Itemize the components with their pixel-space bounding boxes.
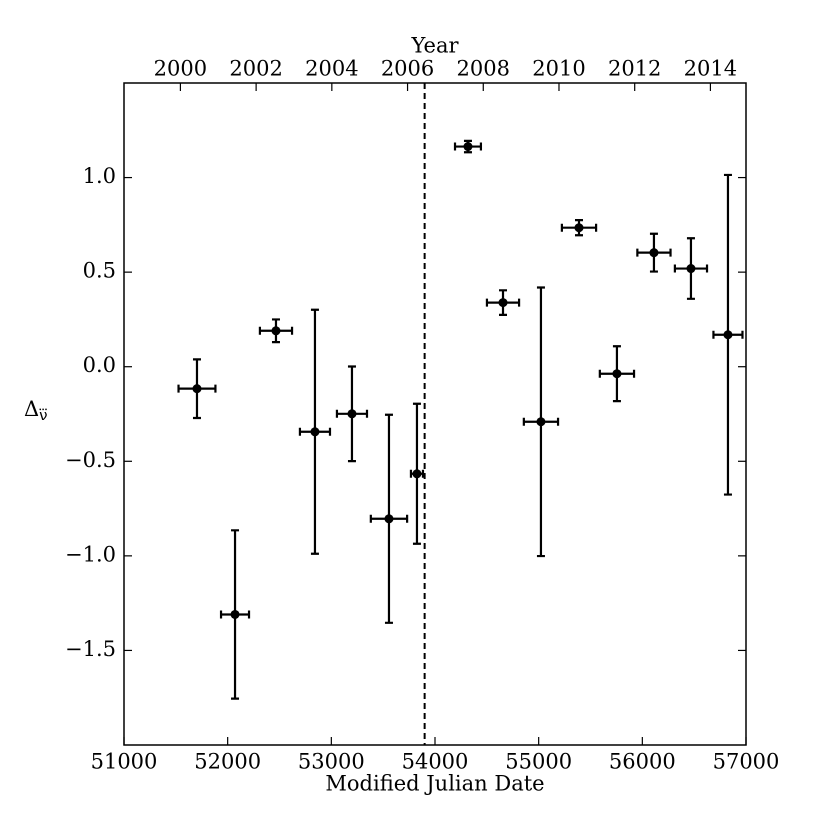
x-axis-label: Modified Julian Date [325, 772, 544, 796]
x-tick-label: 52000 [194, 750, 261, 774]
data-point [192, 384, 202, 394]
y-tick-label: 1.0 [83, 164, 116, 188]
data-point [310, 427, 320, 437]
y-axis-label: Δν⃛ [24, 397, 48, 425]
y-tick-label: 0.5 [83, 259, 116, 283]
data-point [536, 417, 546, 427]
data-point [271, 326, 281, 336]
x-tick-label: 51000 [91, 750, 158, 774]
x2-tick-label: 2000 [154, 57, 207, 81]
x-tick-label: 56000 [609, 750, 676, 774]
data-point [498, 298, 508, 308]
x2-tick-label: 2012 [608, 57, 661, 81]
data-point [686, 264, 696, 274]
data-point [612, 369, 622, 379]
data-point [230, 609, 240, 619]
data-point [384, 514, 394, 524]
y-tick-label: −1.5 [65, 637, 116, 661]
x2-tick-label: 2010 [532, 57, 585, 81]
data-point [723, 330, 733, 340]
x2-tick-label: 2008 [457, 57, 510, 81]
data-point [412, 469, 422, 479]
x-tick-label: 53000 [298, 750, 365, 774]
data-point [649, 248, 659, 258]
data-point [347, 409, 357, 419]
y-label-main: Δ [24, 397, 39, 421]
y-tick-label: 0.0 [83, 353, 116, 377]
x2-tick-label: 2006 [381, 57, 434, 81]
x2-axis-label: Year [410, 34, 459, 58]
x2-tick-label: 2004 [305, 57, 358, 81]
x2-tick-label: 2014 [684, 57, 737, 81]
y-label-sub: ν⃛ [39, 406, 48, 424]
x-tick-label: 54000 [402, 750, 469, 774]
x2-tick-label: 2002 [229, 57, 282, 81]
y-tick-label: −0.5 [65, 448, 116, 472]
plot-frame [123, 82, 747, 746]
data-point [574, 223, 584, 233]
data-point [463, 142, 473, 152]
y-tick-label: −1.0 [65, 542, 116, 566]
x-tick-label: 55000 [505, 750, 572, 774]
x-tick-label: 57000 [713, 750, 780, 774]
